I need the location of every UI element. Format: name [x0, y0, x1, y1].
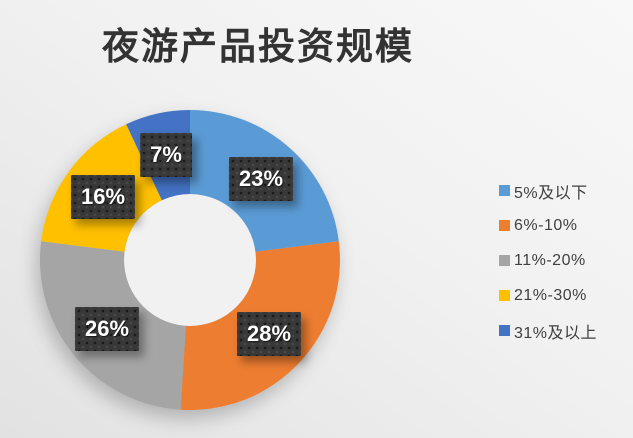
legend-marker-icon	[499, 255, 510, 266]
legend-marker-icon	[499, 325, 510, 336]
legend-item-label: 6%-10%	[514, 216, 578, 234]
legend-item-label: 31%及以上	[514, 324, 598, 342]
legend-marker-icon	[499, 220, 510, 231]
legend-item-label: 11%-20%	[514, 251, 586, 269]
legend-item-3: 11%-20%	[499, 243, 597, 278]
legend-marker-icon	[499, 290, 510, 301]
legend: 5%及以下 6%-10% 11%-20% 21%-30% 31%及以上	[499, 173, 597, 348]
legend-marker-icon	[499, 185, 510, 196]
legend-item-label: 5%及以下	[514, 184, 588, 202]
legend-item-4: 21%-30%	[499, 278, 597, 313]
chart-title: 夜游产品投资规模	[102, 26, 414, 67]
legend-item-5: 31%及以上	[499, 313, 597, 348]
legend-item-1: 5%及以下	[499, 173, 597, 208]
legend-item-label: 21%-30%	[514, 286, 587, 304]
legend-item-2: 6%-10%	[499, 208, 597, 243]
donut-hole	[124, 194, 256, 326]
